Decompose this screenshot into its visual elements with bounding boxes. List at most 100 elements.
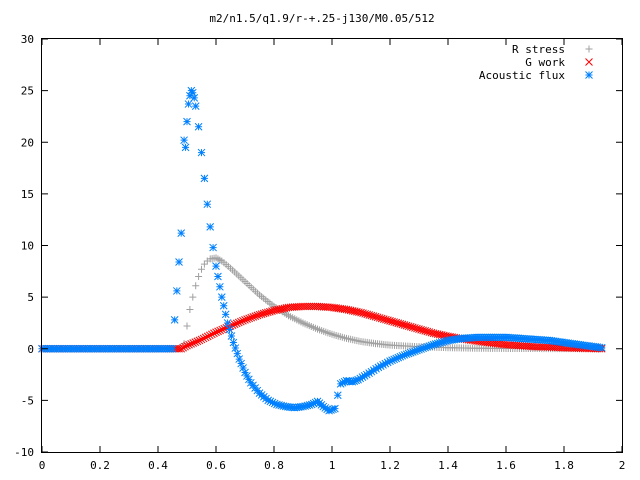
data-point — [170, 315, 179, 324]
data-point — [212, 262, 220, 271]
data-point — [419, 344, 427, 353]
data-point — [241, 368, 249, 377]
x-tick-label: 1.4 — [438, 459, 458, 472]
data-point — [408, 348, 417, 356]
legend-label: G work — [525, 56, 565, 69]
data-point — [177, 344, 186, 353]
data-point — [197, 335, 206, 344]
data-point — [189, 293, 197, 301]
legend-marker — [585, 71, 593, 79]
data-point — [200, 260, 208, 268]
data-point — [329, 405, 337, 414]
data-point — [216, 326, 224, 335]
data-point — [194, 122, 203, 131]
data-point — [277, 401, 286, 410]
data-point — [175, 258, 183, 266]
y-tick-label: 30 — [21, 33, 34, 46]
x-tick-label: 0.8 — [264, 459, 284, 472]
data-point — [235, 355, 244, 363]
data-point — [374, 363, 383, 372]
data-point — [365, 369, 373, 377]
data-point — [191, 338, 200, 346]
data-point — [350, 377, 359, 385]
data-point — [392, 354, 401, 363]
y-tick-label: 0 — [27, 343, 34, 356]
data-point — [429, 340, 438, 349]
data-point — [433, 339, 442, 348]
data-point — [325, 406, 333, 415]
data-point — [331, 404, 339, 413]
data-point — [214, 327, 222, 336]
data-point — [362, 370, 371, 379]
data-point — [245, 375, 253, 384]
data-point — [243, 372, 251, 380]
data-point — [223, 319, 232, 327]
data-point — [301, 402, 310, 410]
data-point — [367, 367, 376, 376]
data-point — [217, 293, 226, 301]
data-point — [249, 313, 258, 321]
data-point — [437, 338, 446, 347]
data-point — [400, 351, 409, 359]
data-point — [225, 325, 234, 334]
data-point — [356, 374, 365, 383]
data-point — [219, 301, 228, 310]
data-point — [299, 402, 307, 411]
data-point — [307, 400, 316, 409]
data-point — [186, 306, 194, 314]
data-point — [415, 345, 423, 354]
data-point — [338, 378, 347, 387]
data-point — [234, 318, 243, 327]
x-tick-label: 1.6 — [496, 459, 516, 472]
data-point — [372, 364, 380, 373]
data-point — [239, 364, 247, 372]
data-point — [212, 328, 220, 337]
data-point — [386, 357, 394, 365]
y-tick-label: 20 — [21, 136, 34, 149]
data-point — [192, 282, 200, 290]
data-point — [379, 361, 387, 369]
data-point — [383, 358, 392, 367]
legend-label: R stress — [512, 43, 565, 56]
data-point — [333, 391, 342, 400]
data-point — [396, 352, 405, 361]
data-point — [311, 398, 320, 407]
data-point — [336, 380, 345, 388]
plot-frame — [41, 38, 623, 453]
data-point — [597, 343, 606, 352]
data-point — [193, 337, 202, 346]
data-point — [190, 93, 199, 102]
data-point — [241, 315, 249, 324]
data-point — [279, 402, 288, 410]
data-point — [195, 336, 204, 345]
data-point — [427, 341, 436, 350]
data-point — [266, 397, 275, 406]
data-point — [411, 347, 419, 356]
data-point — [203, 332, 212, 341]
data-point — [210, 329, 218, 338]
data-point — [247, 313, 256, 322]
data-point — [168, 344, 177, 353]
data-point — [253, 311, 262, 320]
data-point — [206, 223, 215, 231]
data-point — [303, 401, 312, 410]
data-point — [203, 200, 212, 209]
data-point — [221, 310, 230, 319]
data-point — [376, 362, 385, 370]
data-point — [233, 349, 242, 358]
data-point — [404, 349, 413, 358]
data-point — [442, 337, 450, 345]
data-point — [197, 148, 206, 157]
data-point — [199, 334, 208, 343]
data-point — [369, 366, 378, 375]
data-point — [232, 319, 241, 328]
x-tick-label: 1 — [329, 459, 336, 472]
data-point — [358, 373, 367, 381]
data-point — [423, 342, 432, 351]
data-point — [201, 333, 210, 342]
x-tick-label: 2 — [619, 459, 626, 472]
data-point — [237, 359, 245, 368]
data-point — [214, 272, 222, 281]
